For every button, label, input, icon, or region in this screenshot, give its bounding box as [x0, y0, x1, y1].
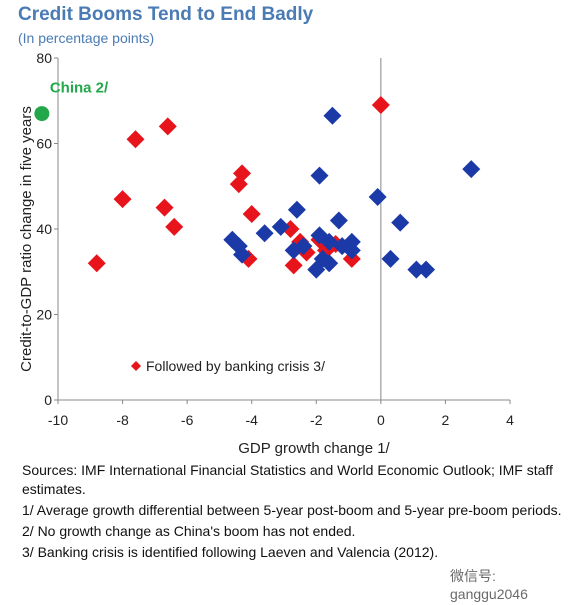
x-axis-ticks: -10 -8 -6 -4 -2 0 2 4 [48, 400, 514, 428]
no-crisis-point [320, 254, 339, 273]
legend: Followed by banking crisis 3/ [131, 358, 325, 374]
no-crisis-point [310, 166, 329, 185]
x-tick-label: -8 [116, 412, 129, 428]
y-tick-label: 40 [36, 221, 52, 237]
chart-title: Credit Booms Tend to End Badly [18, 4, 314, 25]
no-crisis-point [417, 260, 436, 279]
no-crisis-point [462, 160, 481, 179]
note-sources: Sources: IMF International Financial Sta… [22, 462, 553, 497]
watermark: 微信号: ganggu2046 [450, 568, 528, 602]
note-2: 2/ No growth change as China's boom has … [22, 523, 356, 539]
note-3: 3/ Banking crisis is identified followin… [22, 544, 439, 560]
note-1: 1/ Average growth differential between 5… [22, 502, 562, 518]
no-crisis-point [271, 217, 290, 236]
no-crisis-point [368, 187, 387, 206]
no-crisis-point [391, 213, 410, 232]
notes: Sources: IMF International Financial Sta… [22, 461, 567, 564]
crisis-point [158, 117, 177, 136]
x-tick-label: -6 [181, 412, 194, 428]
no-crisis-point [381, 249, 400, 268]
crisis-point [233, 164, 252, 183]
y-tick-label: 20 [36, 307, 52, 323]
x-axis-title: GDP growth change 1/ [238, 440, 390, 457]
crisis-point [165, 217, 184, 236]
y-axis-title: Credit-to-GDP ratio change in five years [18, 106, 35, 372]
legend-label: Followed by banking crisis 3/ [146, 358, 325, 374]
legend-marker [131, 361, 141, 371]
no-crisis-point [342, 241, 361, 260]
y-tick-label: 0 [44, 392, 52, 408]
crisis-point [87, 254, 106, 273]
no-crisis-point [310, 226, 329, 245]
crisis-point [371, 96, 390, 115]
x-tick-label: -2 [310, 412, 323, 428]
no-crisis-point [233, 245, 252, 264]
y-tick-label: 80 [36, 50, 52, 66]
data-points [34, 96, 481, 279]
crisis-point [242, 205, 261, 224]
y-axis-ticks: 0 20 40 60 80 [36, 50, 58, 408]
no-crisis-point [323, 106, 342, 125]
crisis-point [126, 130, 145, 149]
x-tick-label: 0 [377, 412, 385, 428]
crisis-point [155, 198, 174, 217]
crisis-point [284, 256, 303, 275]
x-tick-label: -10 [48, 412, 68, 428]
chart-subtitle: (In percentage points) [18, 30, 155, 46]
no-crisis-point [287, 200, 306, 219]
crisis-point [113, 190, 132, 209]
china-label: China 2/ [50, 80, 109, 97]
no-crisis-point [294, 237, 313, 256]
x-tick-label: 2 [442, 412, 450, 428]
x-tick-label: -4 [245, 412, 258, 428]
y-tick-label: 60 [36, 136, 52, 152]
x-tick-label: 4 [506, 412, 514, 428]
no-crisis-point [255, 224, 274, 243]
no-crisis-point [329, 211, 348, 230]
no-crisis-point [407, 260, 426, 279]
scatter-chart: -10 -8 -6 -4 -2 0 2 4 0 20 40 60 80 China 2/ Follow… [18, 50, 514, 457]
china-point [34, 106, 50, 122]
